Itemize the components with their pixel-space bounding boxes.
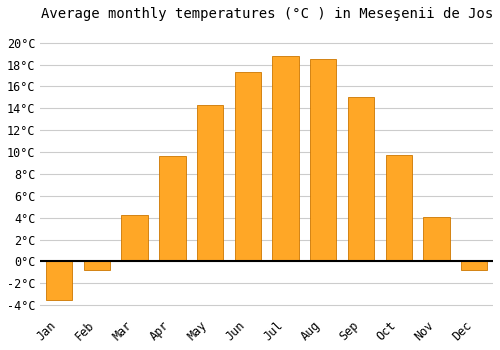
Bar [386,155,412,261]
Bar [272,56,299,261]
Bar [46,261,72,300]
Bar [461,261,487,270]
Bar [348,97,374,261]
Bar [234,72,261,261]
Title: Average monthly temperatures (°C ) in Meseşenii de Jos: Average monthly temperatures (°C ) in Me… [40,7,493,21]
Bar [424,217,450,261]
Bar [310,59,336,261]
Bar [122,216,148,261]
Bar [84,261,110,270]
Bar [197,105,224,261]
Bar [159,156,186,261]
